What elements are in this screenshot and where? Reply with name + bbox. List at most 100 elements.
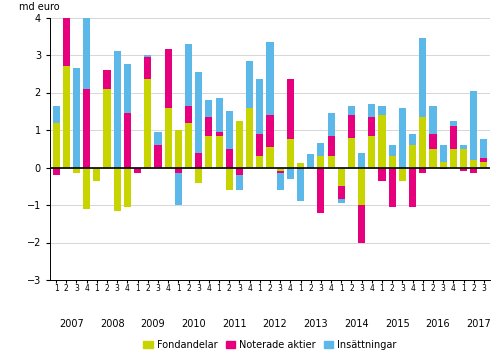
Bar bbox=[450, 126, 457, 149]
Bar bbox=[154, 132, 162, 145]
Bar bbox=[480, 158, 488, 162]
Bar bbox=[236, 168, 243, 175]
Bar bbox=[154, 145, 162, 168]
Bar bbox=[164, 49, 172, 107]
Bar bbox=[124, 64, 131, 113]
Bar bbox=[430, 149, 436, 168]
Bar bbox=[388, 156, 396, 168]
Bar bbox=[358, 168, 365, 205]
Bar bbox=[73, 68, 80, 168]
Bar bbox=[195, 168, 202, 182]
Bar bbox=[134, 168, 141, 173]
Bar bbox=[236, 121, 243, 168]
Bar bbox=[419, 117, 426, 168]
Bar bbox=[226, 168, 233, 190]
Bar bbox=[338, 186, 345, 200]
Bar bbox=[216, 135, 222, 168]
Bar bbox=[409, 134, 416, 145]
Bar bbox=[83, 89, 90, 168]
Bar bbox=[368, 104, 376, 117]
Bar bbox=[450, 149, 457, 168]
Bar bbox=[460, 149, 467, 168]
Bar bbox=[297, 163, 304, 168]
Bar bbox=[368, 135, 376, 168]
Bar bbox=[287, 168, 294, 179]
Bar bbox=[94, 168, 100, 181]
Bar bbox=[419, 38, 426, 117]
Bar bbox=[216, 132, 222, 135]
Bar bbox=[348, 106, 355, 115]
Bar bbox=[338, 199, 345, 203]
Bar bbox=[287, 139, 294, 168]
Bar bbox=[348, 115, 355, 138]
Bar bbox=[175, 173, 182, 205]
Text: 2016: 2016 bbox=[426, 319, 450, 329]
Bar bbox=[470, 168, 478, 173]
Bar bbox=[409, 168, 416, 207]
Text: 2015: 2015 bbox=[385, 319, 409, 329]
Bar bbox=[83, 168, 90, 209]
Bar bbox=[206, 100, 212, 117]
Bar bbox=[470, 160, 478, 168]
Bar bbox=[460, 168, 467, 171]
Bar bbox=[318, 168, 324, 212]
Bar bbox=[358, 205, 365, 243]
Bar bbox=[480, 162, 488, 168]
Bar bbox=[307, 154, 314, 168]
Bar bbox=[236, 175, 243, 190]
Bar bbox=[440, 162, 446, 168]
Bar bbox=[358, 153, 365, 168]
Bar bbox=[216, 98, 222, 132]
Bar bbox=[114, 168, 121, 211]
Bar bbox=[195, 153, 202, 168]
Bar bbox=[378, 115, 386, 168]
Text: 2010: 2010 bbox=[182, 319, 206, 329]
Bar bbox=[287, 79, 294, 139]
Text: 2014: 2014 bbox=[344, 319, 369, 329]
Bar bbox=[83, 12, 90, 89]
Text: 2009: 2009 bbox=[140, 319, 165, 329]
Text: 2017: 2017 bbox=[466, 319, 491, 329]
Bar bbox=[399, 107, 406, 168]
Bar bbox=[246, 61, 253, 107]
Bar bbox=[195, 72, 202, 153]
Bar bbox=[185, 122, 192, 168]
Bar bbox=[297, 169, 304, 201]
Bar bbox=[297, 168, 304, 169]
Text: 2008: 2008 bbox=[100, 319, 124, 329]
Bar bbox=[52, 168, 60, 175]
Text: md euro: md euro bbox=[19, 2, 60, 12]
Legend: Fondandelar, Noterade aktier, Insättningar: Fondandelar, Noterade aktier, Insättning… bbox=[140, 336, 400, 350]
Bar bbox=[430, 134, 436, 149]
Bar bbox=[318, 156, 324, 168]
Bar bbox=[104, 89, 110, 168]
Text: 2012: 2012 bbox=[262, 319, 287, 329]
Bar bbox=[276, 168, 283, 171]
Bar bbox=[338, 168, 345, 186]
Bar bbox=[62, 66, 70, 168]
Bar bbox=[409, 145, 416, 168]
Bar bbox=[62, 0, 70, 66]
Bar bbox=[256, 79, 264, 134]
Bar bbox=[266, 42, 274, 115]
Bar bbox=[256, 156, 264, 168]
Bar bbox=[399, 168, 406, 181]
Bar bbox=[318, 143, 324, 156]
Bar bbox=[378, 106, 386, 115]
Bar bbox=[256, 134, 264, 156]
Bar bbox=[328, 135, 334, 156]
Bar bbox=[328, 113, 334, 135]
Bar bbox=[124, 113, 131, 168]
Bar bbox=[440, 145, 446, 162]
Bar bbox=[206, 117, 212, 135]
Bar bbox=[266, 147, 274, 168]
Bar bbox=[206, 135, 212, 168]
Bar bbox=[124, 168, 131, 207]
Bar bbox=[73, 168, 80, 173]
Text: 2013: 2013 bbox=[304, 319, 328, 329]
Bar bbox=[440, 168, 446, 169]
Bar bbox=[480, 139, 488, 158]
Bar bbox=[460, 145, 467, 149]
Bar bbox=[419, 168, 426, 173]
Bar bbox=[144, 55, 152, 57]
